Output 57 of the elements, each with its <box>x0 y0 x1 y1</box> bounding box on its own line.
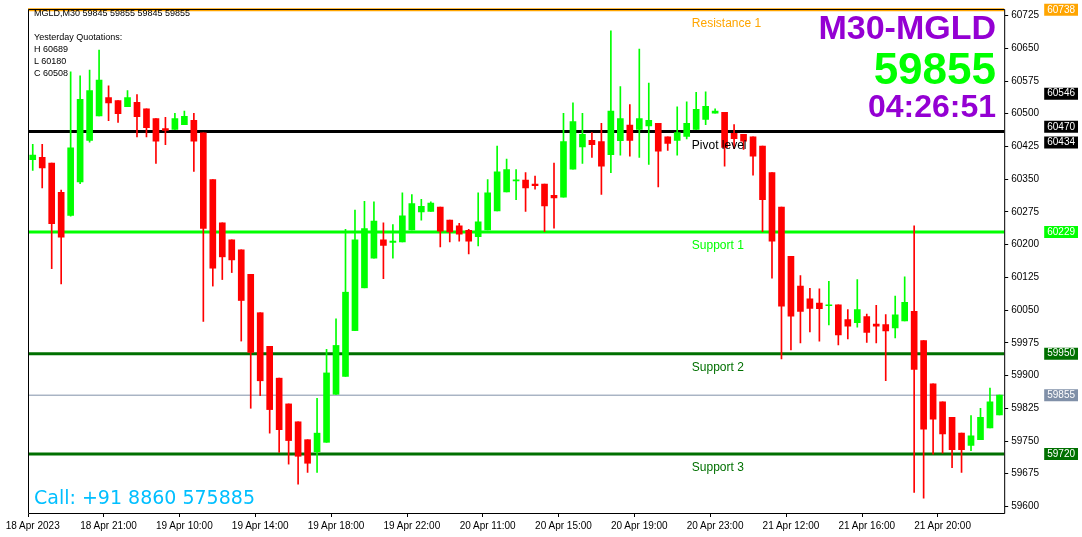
y-tick-label: 60425 <box>1011 140 1040 152</box>
text: 60229 <box>1047 225 1076 237</box>
y-tick-label: 60125 <box>1011 271 1040 283</box>
chart-title: M30-MGLD <box>818 8 996 47</box>
text: 59720 <box>1047 447 1076 459</box>
candlestick <box>29 143 37 171</box>
ref-line-label: Resistance 1 <box>691 16 762 31</box>
x-tick-label: 18 Apr 21:00 <box>80 519 138 531</box>
ref-line-label: Support 2 <box>691 360 745 375</box>
x-tick-label: 21 Apr 12:00 <box>762 519 820 531</box>
x-tick-label: 21 Apr 20:00 <box>914 519 972 531</box>
y-tick-label: 60275 <box>1011 205 1040 217</box>
annotation: H 60689 <box>34 44 69 54</box>
candlestick <box>882 314 890 382</box>
y-tick-label: 60725 <box>1011 9 1040 21</box>
text: 60434 <box>1047 136 1076 148</box>
y-tick-label: 60050 <box>1011 303 1040 315</box>
candlestick <box>910 225 918 493</box>
y-tick-label: 59750 <box>1011 434 1040 446</box>
annotation: C 60508 <box>34 68 69 78</box>
annotation: MGLD,M30 59845 59855 59845 59855 <box>34 8 191 18</box>
x-tick-label: 20 Apr 11:00 <box>459 519 517 531</box>
text: 59950 <box>1047 347 1076 359</box>
x-tick-label: 20 Apr 19:00 <box>610 519 669 531</box>
ref-line-label: Support 3 <box>691 460 745 475</box>
candlestick <box>673 106 681 156</box>
text: 60546 <box>1047 87 1076 99</box>
x-tick-label: 19 Apr 10:00 <box>156 519 214 531</box>
annotation: Call: +91 8860 575885 <box>34 486 255 508</box>
y-tick-label: 59975 <box>1011 336 1040 348</box>
candlestick <box>645 82 653 165</box>
y-tick-label: 60200 <box>1011 238 1040 250</box>
x-tick-label: 18 Apr 2023 <box>5 519 61 531</box>
x-tick-label: 19 Apr 22:00 <box>383 519 441 531</box>
text: 59855 <box>1047 388 1076 400</box>
text: 60470 <box>1047 120 1076 132</box>
y-tick-label: 59675 <box>1011 467 1040 479</box>
y-tick-label: 60500 <box>1011 107 1040 119</box>
candlestick <box>872 304 880 344</box>
annotation: L 60180 <box>34 56 67 66</box>
y-tick-label: 60575 <box>1011 74 1040 86</box>
candlestick <box>825 280 833 326</box>
x-tick-label: 19 Apr 18:00 <box>307 519 365 531</box>
ref-line-label: Support 1 <box>691 238 745 253</box>
candlestick <box>588 132 596 158</box>
x-tick-label: 20 Apr 23:00 <box>686 519 744 531</box>
annotation: Yesterday Quotations: <box>34 32 123 42</box>
x-tick-label: 19 Apr 14:00 <box>231 519 289 531</box>
y-tick-label: 60650 <box>1011 42 1040 54</box>
text: 60738 <box>1047 3 1076 15</box>
y-tick-label: 60350 <box>1011 172 1040 184</box>
x-tick-label: 21 Apr 16:00 <box>838 519 896 531</box>
y-tick-label: 59825 <box>1011 402 1040 414</box>
y-tick-label: 59900 <box>1011 369 1040 381</box>
y-tick-label: 59600 <box>1011 500 1040 512</box>
x-tick-label: 20 Apr 15:00 <box>535 519 593 531</box>
candlestick <box>635 48 643 158</box>
